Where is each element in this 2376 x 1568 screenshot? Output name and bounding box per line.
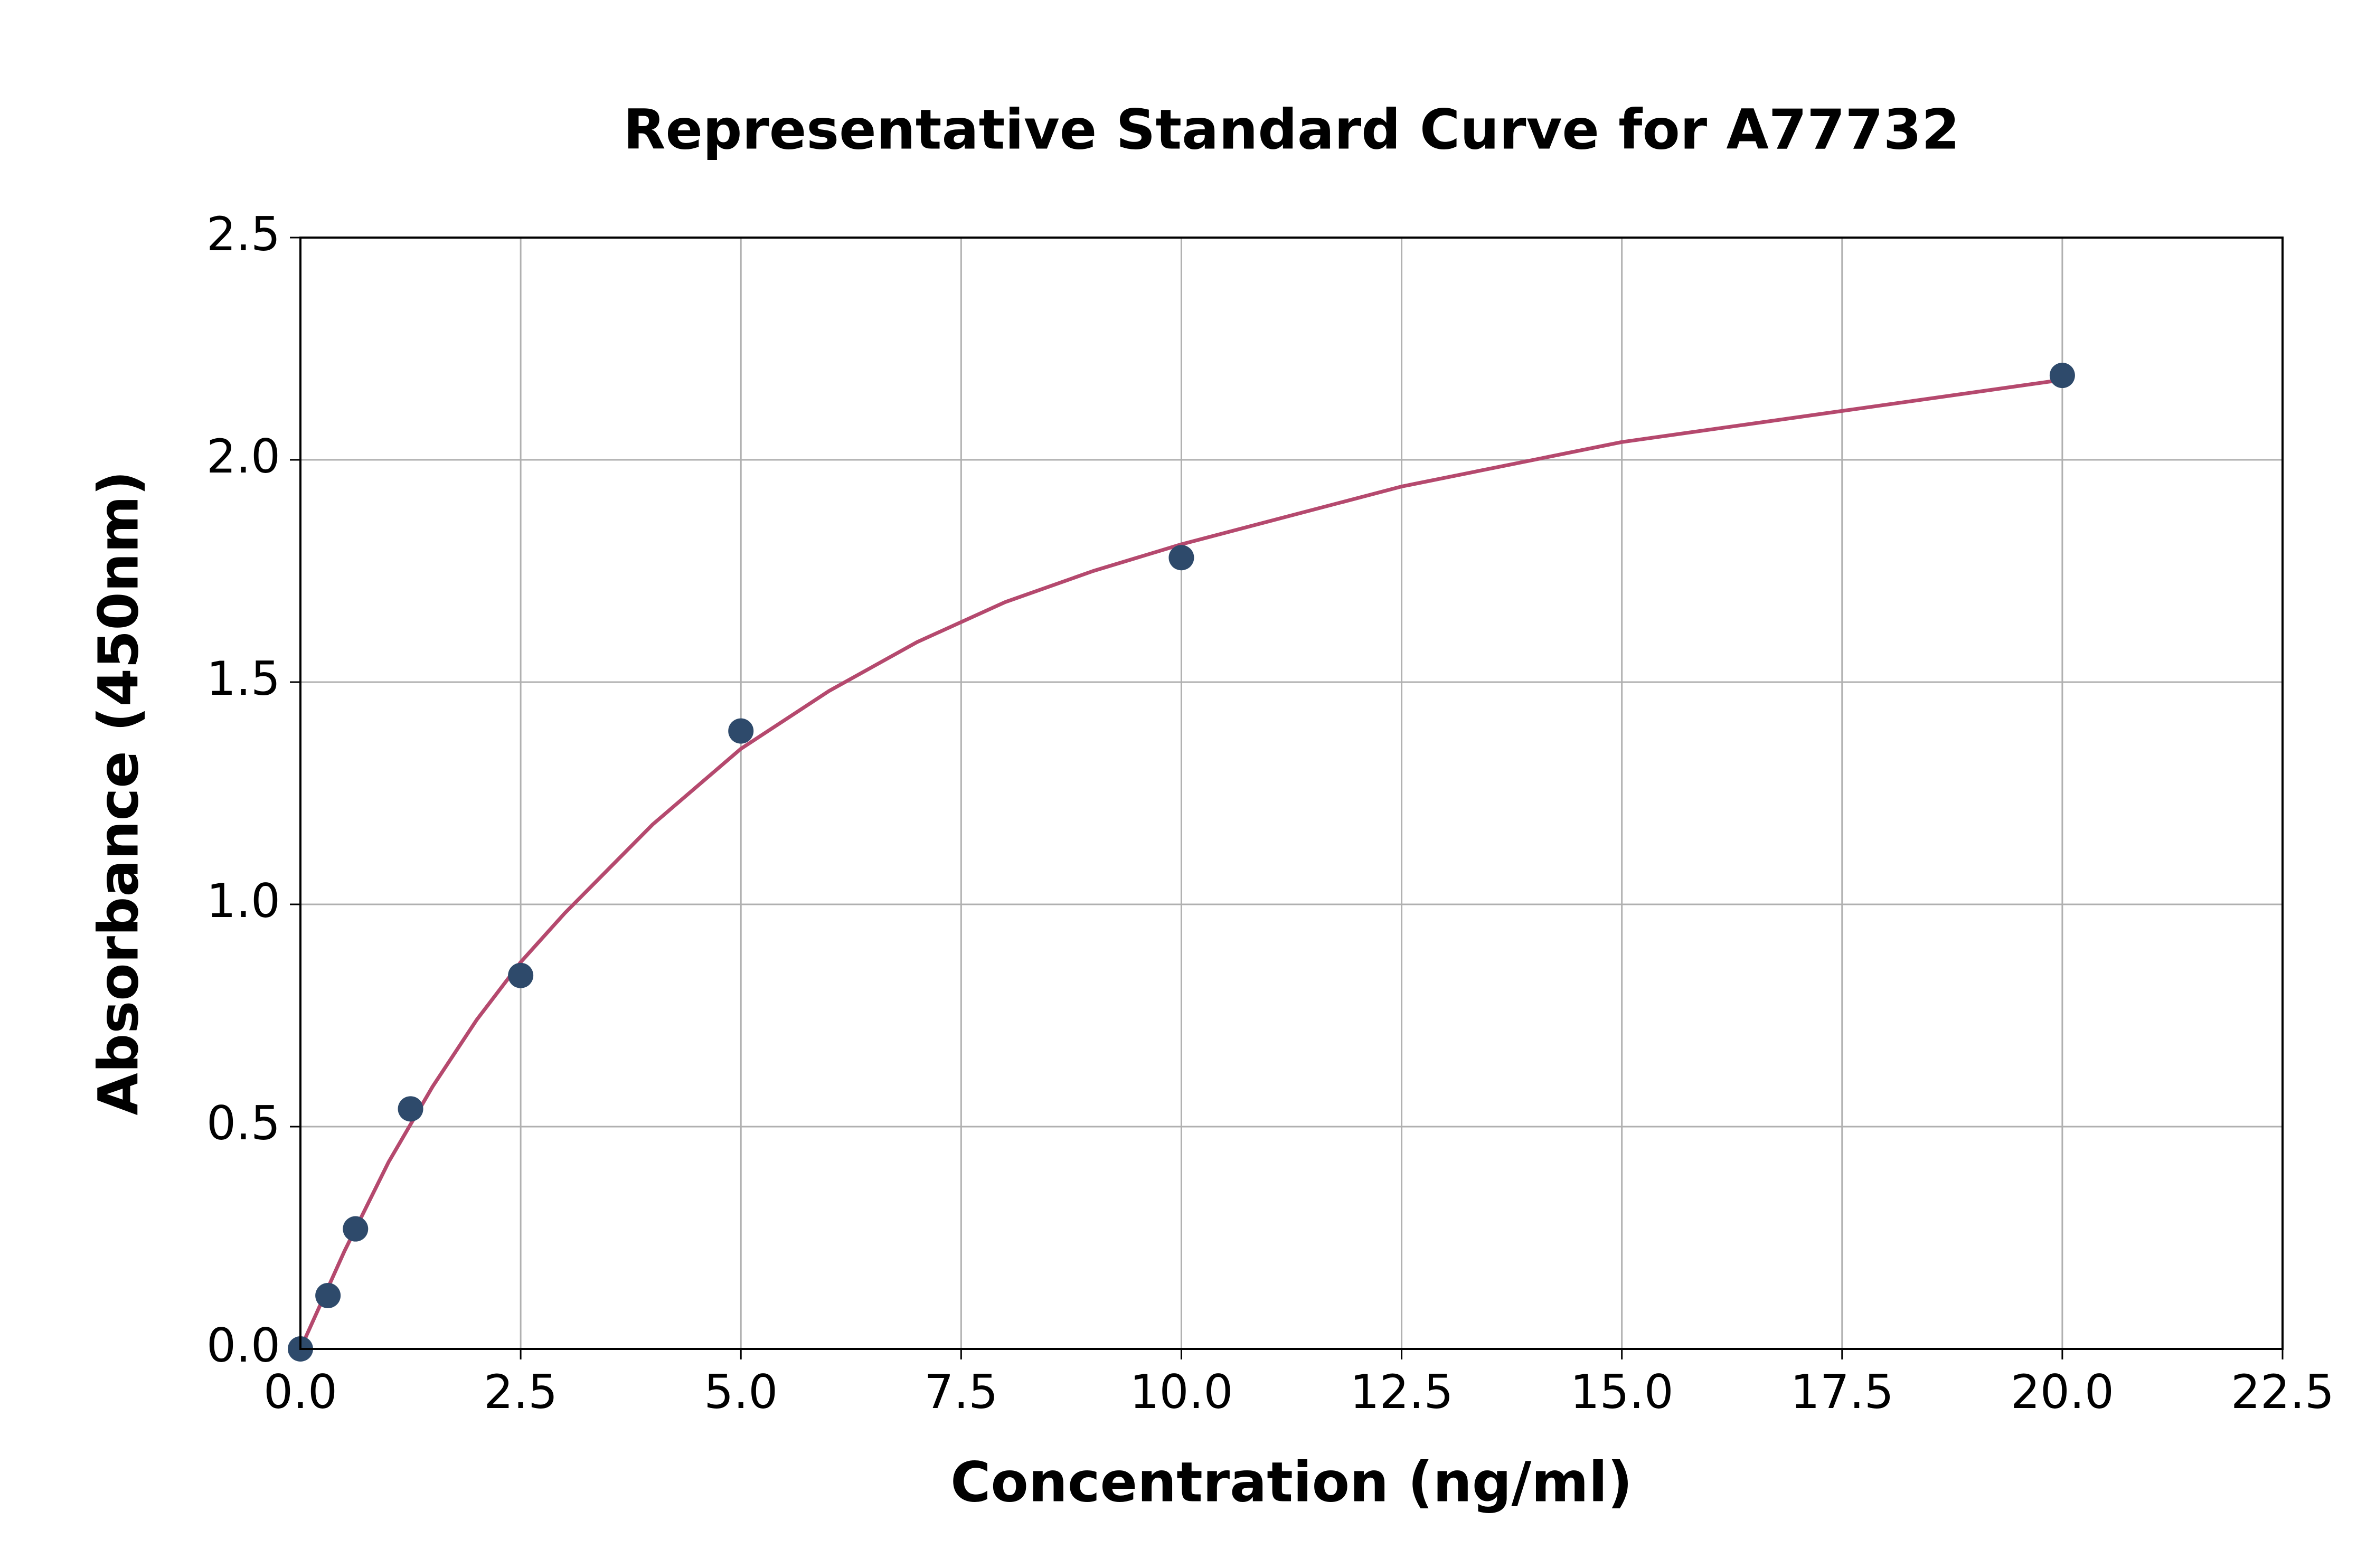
y-tick-label: 2.5 — [206, 207, 280, 261]
x-tick-label: 0.0 — [263, 1365, 337, 1419]
x-tick-label: 10.0 — [1129, 1365, 1233, 1419]
y-axis-label: Absorbance (450nm) — [86, 470, 150, 1115]
data-point — [508, 962, 534, 988]
y-tick-label: 2.0 — [206, 429, 280, 484]
plot-frame — [299, 237, 2284, 1350]
data-point — [315, 1282, 341, 1308]
data-point — [728, 718, 754, 744]
x-axis-label: Concentration (ng/ml) — [950, 1450, 1633, 1514]
x-tick-label: 2.5 — [484, 1365, 558, 1419]
x-tick-label: 15.0 — [1570, 1365, 1674, 1419]
x-tick-label: 7.5 — [924, 1365, 998, 1419]
data-point — [1168, 545, 1194, 571]
data-point — [2049, 363, 2075, 389]
x-tick-label: 17.5 — [1790, 1365, 1894, 1419]
chart-title: Representative Standard Curve for A77732 — [623, 97, 1959, 162]
x-tick-label: 5.0 — [704, 1365, 778, 1419]
fit-curve — [298, 377, 2063, 1350]
y-tick-label: 1.5 — [206, 651, 280, 706]
data-point — [343, 1216, 369, 1242]
y-tick-label: 0.5 — [206, 1096, 280, 1150]
y-tick-label: 1.0 — [206, 874, 280, 928]
data-point — [398, 1096, 423, 1122]
x-tick-label: 20.0 — [2011, 1365, 2114, 1419]
x-tick-label: 12.5 — [1350, 1365, 1454, 1419]
y-tick-label: 0.0 — [206, 1318, 280, 1373]
x-tick-label: 22.5 — [2231, 1365, 2334, 1419]
